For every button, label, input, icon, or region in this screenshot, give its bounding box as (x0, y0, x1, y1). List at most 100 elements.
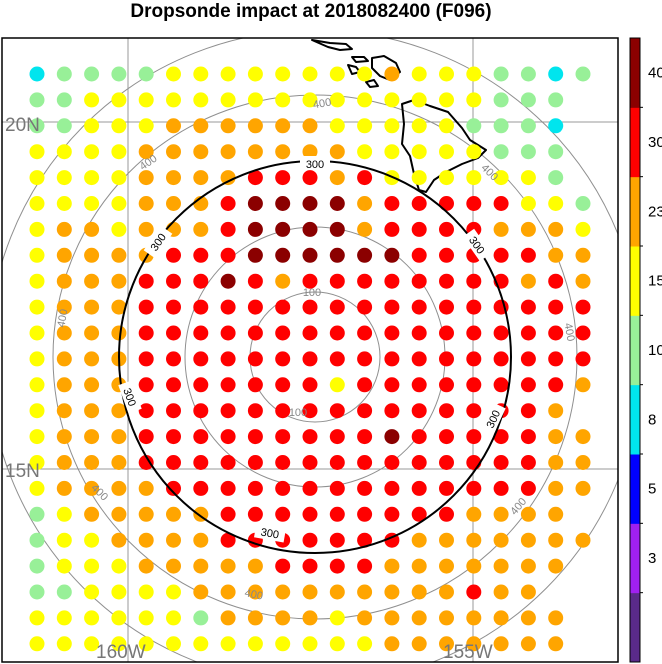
data-dot (29, 636, 45, 652)
data-dot (357, 480, 373, 496)
data-dot (166, 351, 181, 367)
data-dot (166, 506, 181, 522)
data-dot (520, 144, 536, 160)
data-dot (84, 221, 100, 237)
data-dot (84, 377, 100, 393)
contour-label-400-top: 400 (312, 96, 332, 111)
data-dot (29, 506, 45, 522)
data-dot (275, 506, 291, 522)
data-dot (520, 196, 536, 211)
data-dot (247, 170, 263, 186)
data-dot (111, 66, 127, 82)
data-dot (138, 221, 154, 237)
data-dot (466, 506, 482, 522)
data-dot (411, 66, 427, 82)
data-dot (520, 247, 536, 263)
data-dot (411, 221, 427, 237)
data-dot (111, 196, 127, 211)
colorbar-swatch (630, 454, 640, 524)
data-dot (493, 636, 509, 652)
data-dot (247, 377, 263, 393)
data-dot (329, 299, 345, 315)
data-dot (329, 455, 345, 470)
data-dot (138, 636, 154, 652)
data-dot (84, 429, 100, 445)
data-dot (357, 558, 373, 574)
data-dot (111, 325, 127, 341)
data-dot (84, 610, 100, 626)
data-dot (466, 480, 482, 496)
data-dot (411, 584, 427, 600)
data-dot (439, 92, 454, 108)
data-dot (193, 221, 209, 237)
data-dot (548, 377, 564, 393)
data-dot (111, 299, 127, 315)
data-dot (493, 532, 509, 548)
data-dot (357, 636, 373, 652)
data-dot (520, 325, 536, 341)
data-dot (357, 429, 373, 445)
data-dot (384, 299, 400, 315)
data-dot (411, 558, 427, 574)
data-dot (138, 455, 154, 470)
data-dot (384, 92, 400, 108)
map-area: 300 300 300 300 300 300 100 100 400 400 … (2, 38, 618, 662)
data-dot (357, 144, 373, 160)
data-dot (548, 118, 564, 134)
data-dot (466, 584, 482, 600)
data-dot (247, 196, 263, 211)
colorbar: 3 5 8 10 15 23 30 40 (629, 37, 662, 663)
data-dot (411, 144, 427, 160)
data-dot (29, 170, 45, 186)
data-dot (384, 429, 400, 445)
data-dot (357, 221, 373, 237)
data-dot (493, 170, 509, 186)
data-dot (247, 221, 263, 237)
data-dot (220, 221, 236, 237)
data-dot (357, 196, 373, 211)
data-dot (302, 221, 318, 237)
data-dot (329, 325, 345, 341)
data-dot (56, 429, 72, 445)
coastline (311, 39, 487, 193)
data-dot (220, 584, 236, 600)
data-dot (247, 506, 263, 522)
data-dot (329, 247, 345, 263)
data-dot (193, 455, 209, 470)
data-dot (384, 610, 400, 626)
data-dot (275, 480, 291, 496)
data-dot (29, 455, 45, 470)
data-dot (575, 351, 591, 367)
data-dot (329, 170, 345, 186)
data-dot (193, 610, 209, 626)
lat-label-20n: 20N (5, 115, 40, 136)
colorbar-frame (629, 37, 641, 663)
data-dot (466, 273, 482, 289)
data-dot (466, 299, 482, 315)
data-dot (520, 221, 536, 237)
colorbar-swatch (630, 38, 640, 108)
data-dot (247, 610, 263, 626)
data-dot (329, 118, 345, 134)
data-dot (520, 636, 536, 652)
colorbar-swatch (630, 107, 640, 178)
data-dot (548, 66, 564, 82)
data-dot (493, 506, 509, 522)
data-dot (84, 480, 100, 496)
data-dot (329, 273, 345, 289)
data-dot (520, 558, 536, 574)
data-dot (193, 351, 209, 367)
data-dot (84, 636, 100, 652)
data-dot (493, 351, 509, 367)
colorbar-tick-label: 40 (648, 65, 662, 82)
data-dot (466, 610, 482, 626)
data-dot (247, 118, 263, 134)
data-dot (56, 247, 72, 263)
colorbar-swatch (630, 384, 640, 455)
data-dot (411, 92, 427, 108)
data-dot (56, 221, 72, 237)
colorbar-swatch (630, 246, 640, 316)
data-dot (247, 455, 263, 470)
data-dot (138, 610, 154, 626)
contour-labels: 300 300 300 300 300 300 100 100 400 400 … (55, 96, 576, 602)
